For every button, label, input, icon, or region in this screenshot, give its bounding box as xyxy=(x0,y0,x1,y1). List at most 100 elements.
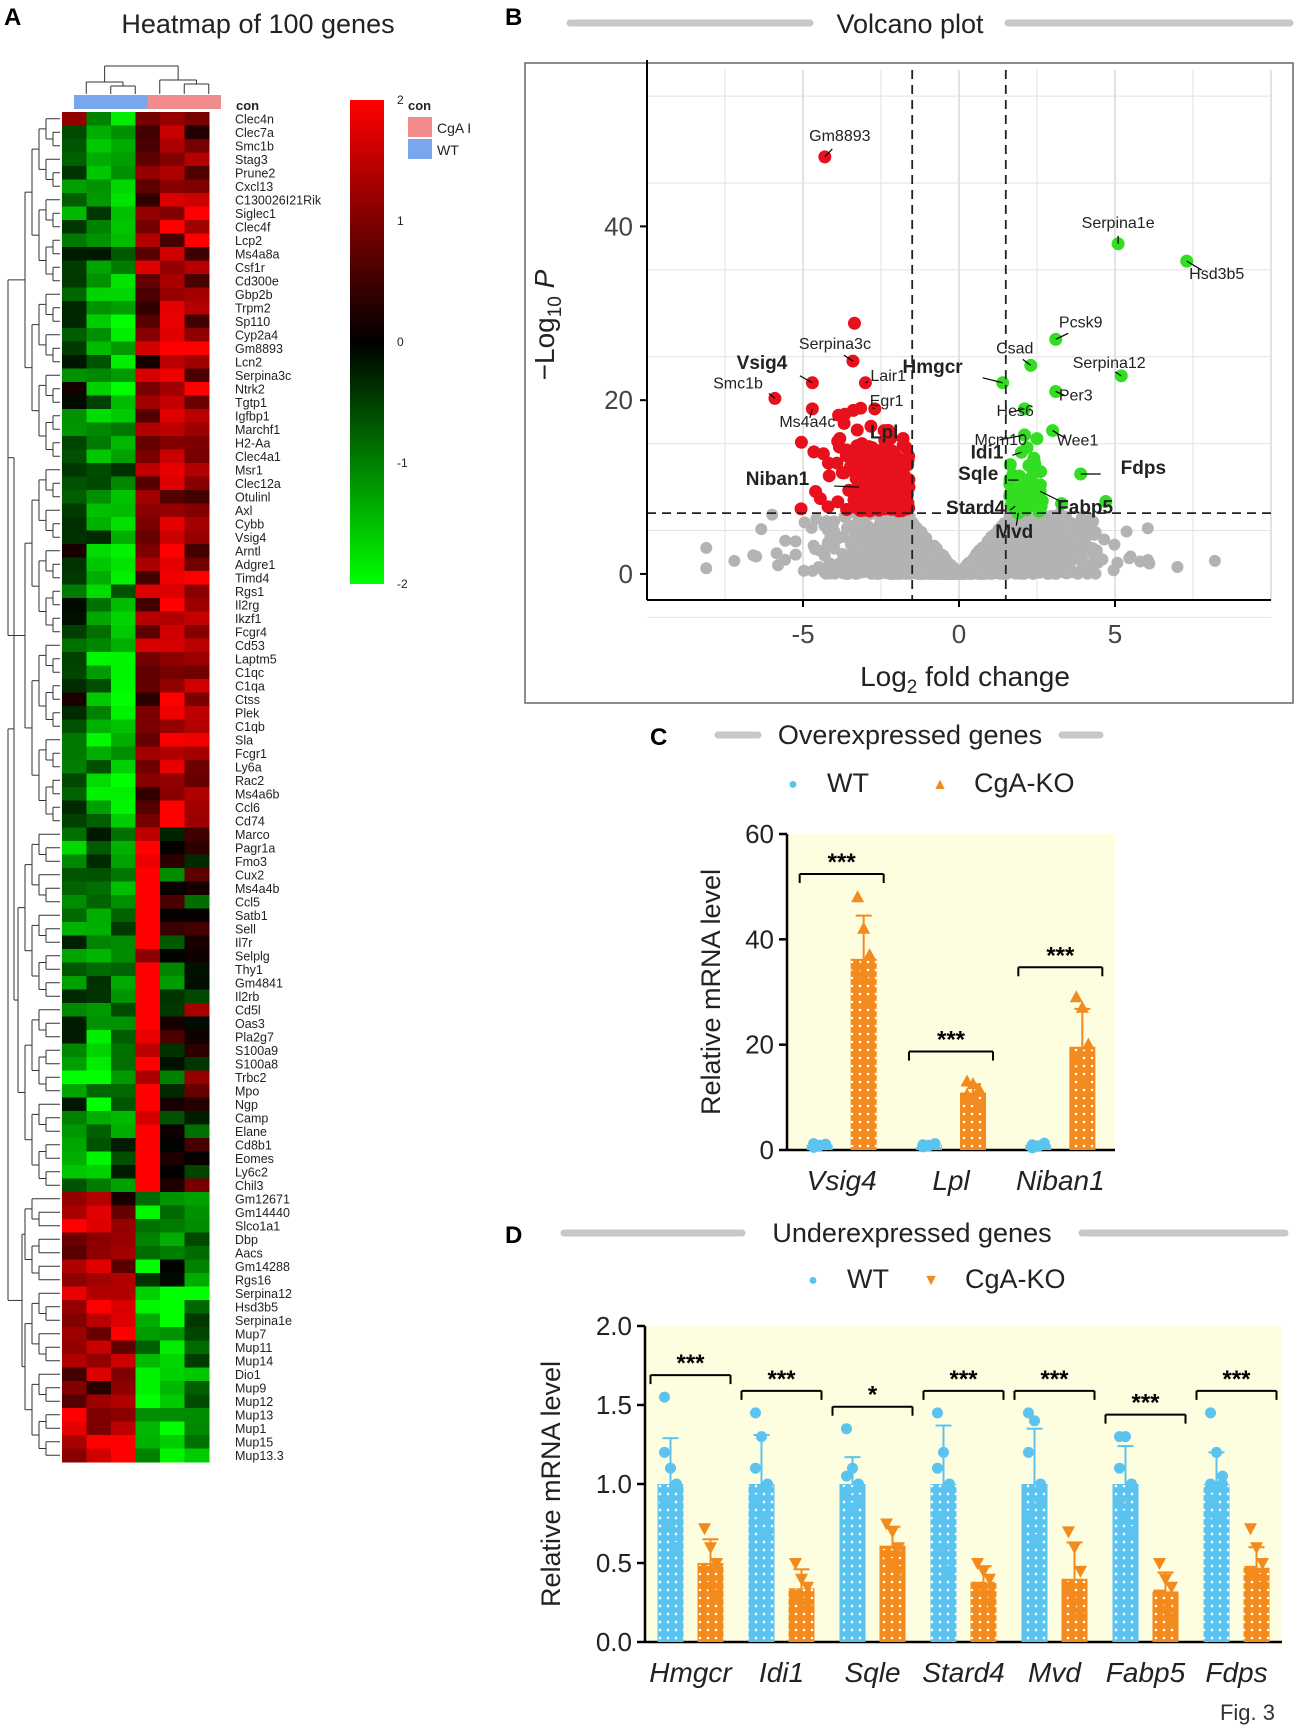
heatmap-cell xyxy=(111,1259,136,1274)
heatmap-cell xyxy=(62,1448,87,1463)
heatmap-cell xyxy=(86,895,112,909)
heatmap-cell xyxy=(86,962,112,977)
point-ns xyxy=(1111,556,1124,569)
gene-label: Hsd3b5 xyxy=(235,1301,278,1315)
heatmap-cell xyxy=(184,125,210,140)
heatmap-cell xyxy=(184,1178,210,1193)
heatmap-cell xyxy=(62,1192,87,1206)
heatmap-cell xyxy=(62,827,87,842)
heatmap-cell xyxy=(160,287,185,302)
gene-label: Cd300e xyxy=(235,275,279,289)
heatmap-cell xyxy=(62,571,87,585)
gene-label: Prune2 xyxy=(235,167,275,181)
heatmap-cell xyxy=(86,665,112,680)
point-ns xyxy=(854,517,867,530)
heatmap-cell xyxy=(111,233,136,248)
heatmap-cell xyxy=(62,1097,87,1112)
heatmap-cell xyxy=(184,625,210,639)
data-point xyxy=(1075,1074,1089,1087)
bar-pattern xyxy=(748,1484,775,1642)
heatmap-cell xyxy=(62,1043,87,1058)
heatmap-cell xyxy=(160,746,185,761)
heatmap-cell xyxy=(160,935,185,950)
gene-label: Serpina12 xyxy=(235,1287,292,1301)
heatmap-cell xyxy=(160,1259,185,1274)
heatmap-cell xyxy=(111,206,136,221)
significance-label: *** xyxy=(828,849,857,876)
heatmap-cell xyxy=(135,719,161,734)
point-ns xyxy=(1171,560,1184,573)
gene-label: Igfbp1 xyxy=(235,410,270,424)
heatmap-cell xyxy=(184,247,210,261)
heatmap-cell xyxy=(111,1313,136,1328)
heatmap-cell xyxy=(184,1003,210,1017)
point-ns xyxy=(1089,526,1102,539)
point-ns xyxy=(1037,529,1050,542)
point-ns xyxy=(1143,557,1156,570)
legend-marker: ● xyxy=(788,776,798,793)
heatmap-cell xyxy=(111,800,136,815)
data-point xyxy=(1035,1494,1046,1506)
point-ns xyxy=(911,541,924,554)
gene-annotation: Pcsk9 xyxy=(1059,314,1103,331)
heatmap-cell xyxy=(62,625,87,639)
heatmap-cell xyxy=(160,341,185,356)
point-ns xyxy=(1120,525,1133,538)
heatmap-cell xyxy=(111,1435,136,1449)
point-ns xyxy=(805,521,818,534)
heatmap-cell xyxy=(160,206,185,221)
heatmap-cell xyxy=(135,1205,161,1220)
heatmap-cell xyxy=(184,1259,210,1274)
heatmap-cell xyxy=(135,787,161,801)
heatmap-cell xyxy=(86,463,112,477)
heatmap-cell xyxy=(111,395,136,410)
heatmap-cell xyxy=(160,463,185,477)
data-point xyxy=(671,1541,682,1553)
gene-annotation: Ms4a4c xyxy=(779,414,835,431)
gene-label: Plek xyxy=(235,707,260,721)
data-point xyxy=(1081,1085,1095,1098)
heatmap-cell xyxy=(86,1016,112,1031)
bar-pattern xyxy=(1203,1484,1230,1642)
heatmap-cell xyxy=(111,260,136,275)
point-ns xyxy=(755,523,768,536)
point-ns xyxy=(1021,526,1034,539)
data-point xyxy=(853,1494,864,1506)
heatmap-cell xyxy=(135,193,161,207)
heatmap-cell xyxy=(184,827,210,842)
gene-label: C1qb xyxy=(235,720,265,734)
point-ns xyxy=(750,550,763,563)
heatmap-cell xyxy=(62,544,87,558)
label-pointer xyxy=(1015,513,1019,526)
data-point xyxy=(983,1573,996,1586)
heatmap-cell xyxy=(135,1273,161,1287)
heatmap-cell xyxy=(111,665,136,680)
heatmap-cell xyxy=(111,557,136,572)
gene-annotation: Csad xyxy=(996,340,1033,357)
point-ns xyxy=(910,521,923,534)
category-label: Idi1 xyxy=(759,1657,804,1688)
point-down xyxy=(850,423,864,437)
data-point xyxy=(710,1589,723,1602)
heatmap-cell xyxy=(86,139,112,153)
heatmap-cell xyxy=(86,1367,112,1382)
heatmap-cell xyxy=(111,301,136,315)
heatmap-cell xyxy=(135,247,161,261)
heatmap-cell xyxy=(62,814,87,828)
heatmap-cell xyxy=(184,1111,210,1125)
data-point xyxy=(932,1462,943,1474)
point-ns xyxy=(1208,554,1221,567)
heatmap-cell xyxy=(135,301,161,315)
data-point xyxy=(665,1462,676,1474)
panel-label-a: A xyxy=(4,4,22,31)
heatmap-cell xyxy=(62,503,87,518)
heatmap-cell xyxy=(135,1165,161,1179)
heatmap-cell xyxy=(135,598,161,612)
gene-annotation: Egr1 xyxy=(870,393,904,410)
data-point xyxy=(795,1573,808,1586)
legend-marker: ● xyxy=(808,1272,818,1289)
point-down xyxy=(881,450,895,464)
heatmap-cell xyxy=(135,490,161,504)
heatmap-cell xyxy=(184,463,210,477)
heatmap-cell xyxy=(111,247,136,261)
